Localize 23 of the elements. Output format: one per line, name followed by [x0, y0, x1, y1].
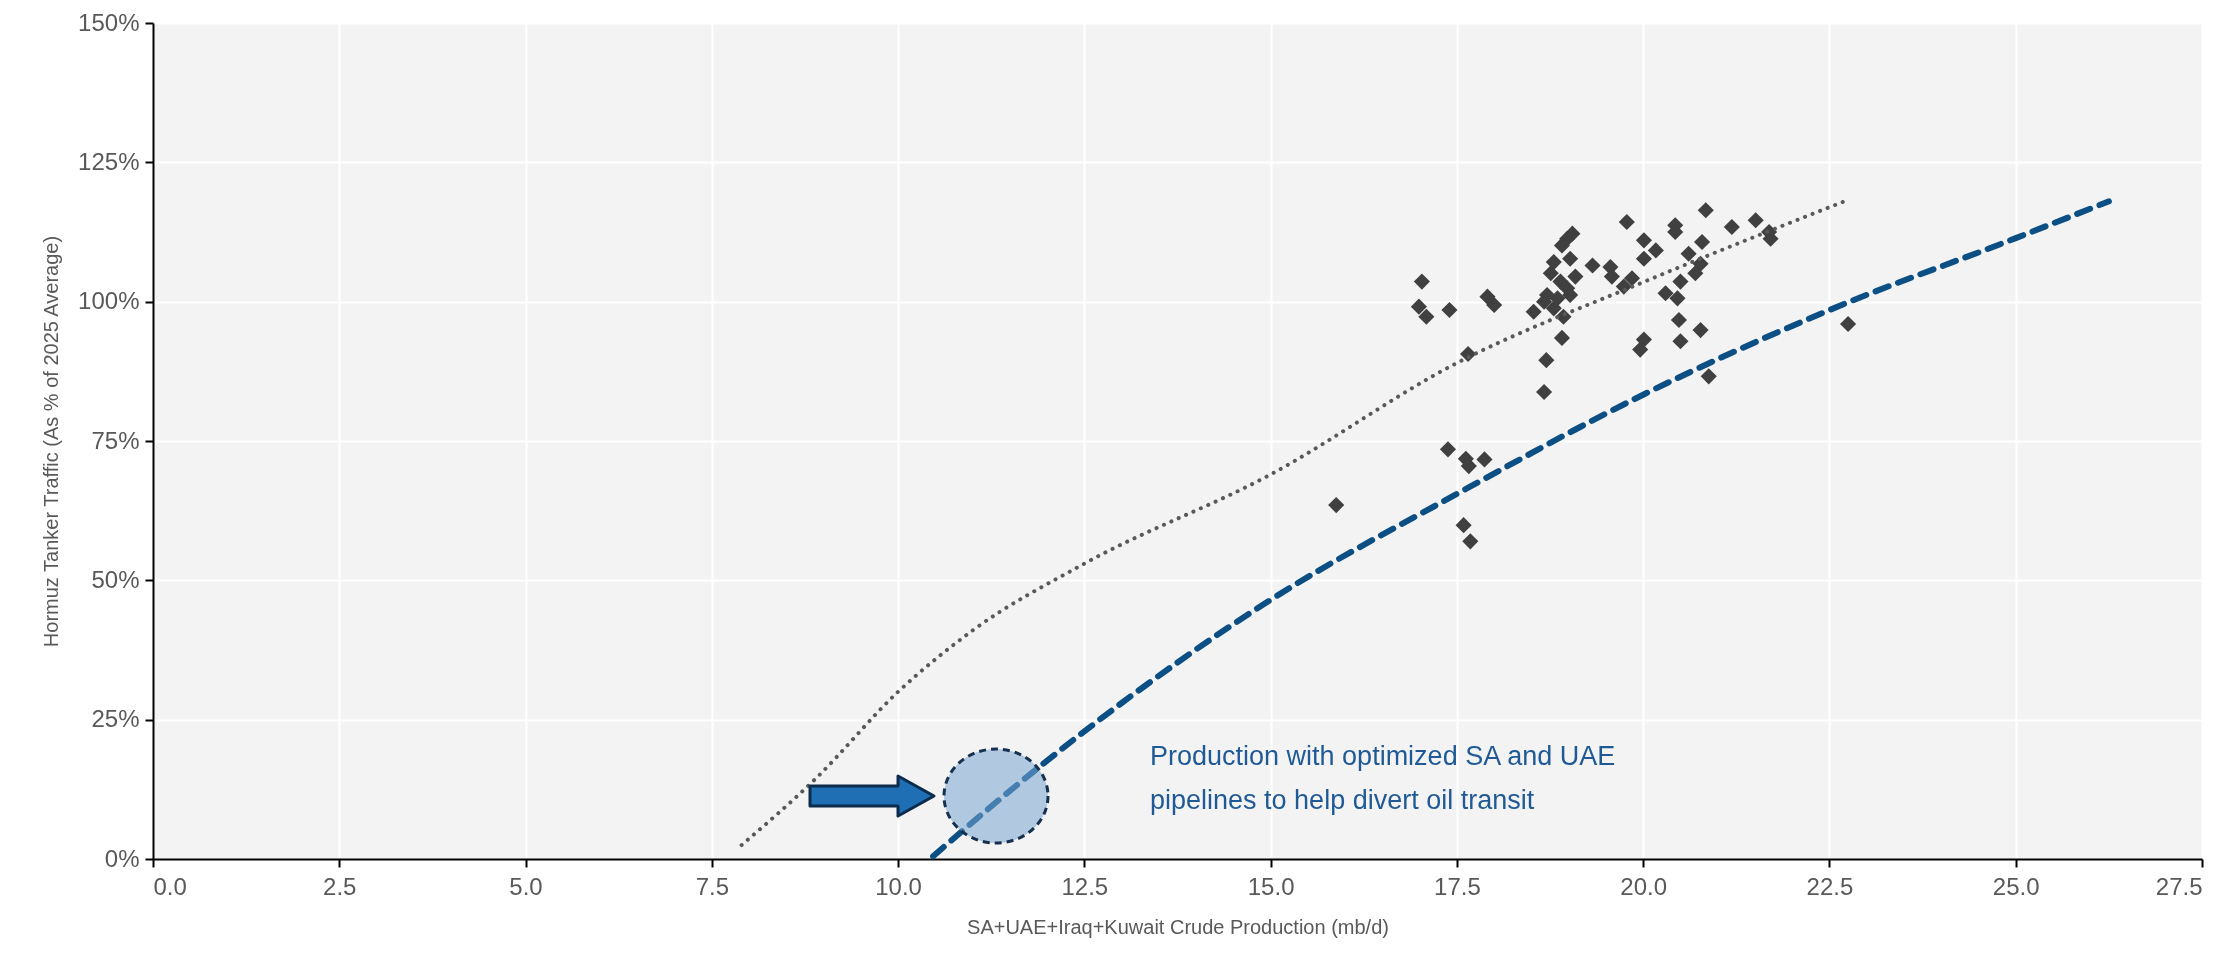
- x-tick-label: 10.0: [875, 872, 922, 900]
- x-tick-label: 22.5: [1806, 872, 1854, 900]
- x-tick-label: 27.5: [2155, 872, 2203, 900]
- x-tick-label: 12.5: [1061, 872, 1109, 900]
- x-tick-label: 15.0: [1247, 872, 1295, 900]
- x-tick-label: 20.0: [1620, 872, 1668, 900]
- x-tick-label: 0.0: [153, 872, 187, 900]
- annotation: Production with optimized SA and UAE pipelines to help divert oil transit: [1150, 740, 1617, 817]
- y-tick-label: 100%: [78, 287, 140, 315]
- y-axis-title: Hormuz Tanker Traffic (As % of 2025 Average): [40, 235, 63, 648]
- y-tick-label: 150%: [78, 8, 140, 36]
- x-tick-label: 7.5: [695, 872, 730, 900]
- line-series: [739, 199, 1847, 848]
- x-tick-label: 17.5: [1434, 872, 1481, 900]
- y-tick-label: 50%: [91, 565, 140, 593]
- x-tick-label: 5.0: [509, 872, 543, 900]
- y-tick-label: 125%: [78, 147, 140, 175]
- x-tick-label: 25.0: [1992, 872, 2040, 900]
- x-axis-title: SA+UAE+Iraq+Kuwait Crude Production (mb/d): [967, 915, 1389, 938]
- y-tick-label: 0%: [104, 844, 140, 872]
- y-tick-label: 75%: [91, 426, 140, 454]
- y-tick-label: 25%: [91, 705, 140, 733]
- x-tick-label: 2.5: [323, 872, 357, 900]
